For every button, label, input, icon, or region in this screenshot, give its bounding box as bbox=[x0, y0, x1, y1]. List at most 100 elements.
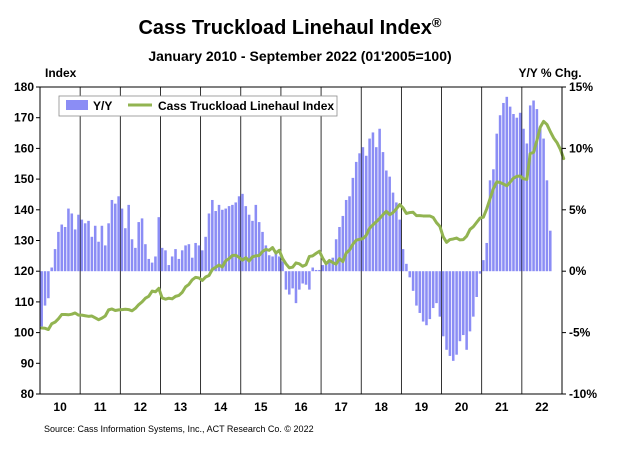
x-tick-label: 13 bbox=[174, 400, 188, 414]
yoy-bar bbox=[462, 271, 465, 336]
yoy-bar bbox=[274, 251, 278, 272]
yoy-bar bbox=[314, 269, 318, 272]
x-tick-label: 19 bbox=[415, 400, 429, 414]
yoy-bar bbox=[231, 204, 234, 272]
yoy-bar bbox=[157, 217, 161, 272]
yoy-bar bbox=[237, 196, 241, 272]
yoy-bar bbox=[257, 222, 261, 272]
yoy-bar bbox=[184, 245, 187, 272]
yoy-bar bbox=[60, 224, 64, 272]
yoy-bar bbox=[545, 180, 549, 272]
left-tick-label: 170 bbox=[14, 111, 34, 125]
left-tick-label: 140 bbox=[14, 203, 34, 217]
year-gridlines bbox=[79, 87, 523, 394]
yoy-bar bbox=[277, 256, 281, 272]
index-line bbox=[40, 119, 566, 332]
yoy-bar bbox=[445, 271, 448, 350]
yoy-bar bbox=[294, 271, 298, 304]
yoy-bar bbox=[174, 249, 177, 272]
yoy-bar bbox=[338, 226, 341, 272]
yoy-bar bbox=[441, 271, 445, 337]
yoy-bar bbox=[140, 218, 144, 272]
yoy-bar bbox=[70, 213, 74, 272]
yoy-bar bbox=[364, 155, 368, 272]
yoy-bar bbox=[217, 204, 221, 272]
yoy-bar bbox=[127, 204, 130, 272]
yoy-bar bbox=[160, 247, 164, 272]
yoy-bar bbox=[137, 222, 140, 272]
yoy-bar bbox=[97, 241, 100, 272]
source-note: Source: Cass Information Systems, Inc., … bbox=[44, 424, 314, 434]
yoy-bar bbox=[194, 242, 197, 272]
yoy-bar bbox=[538, 127, 542, 272]
yoy-bar bbox=[478, 271, 482, 274]
yoy-bar bbox=[43, 271, 47, 306]
x-tick-label: 16 bbox=[294, 400, 308, 414]
yoy-bar bbox=[435, 271, 438, 304]
left-tick-label: 90 bbox=[21, 356, 35, 370]
yoy-bar bbox=[107, 223, 110, 272]
yoy-bar bbox=[114, 203, 117, 272]
yoy-bar bbox=[475, 271, 478, 297]
yoy-bar bbox=[103, 245, 107, 272]
yoy-bar bbox=[254, 204, 258, 272]
yoy-bar bbox=[351, 177, 355, 272]
left-tick-label: 130 bbox=[14, 234, 34, 248]
yoy-bar bbox=[508, 106, 512, 272]
left-tick-label: 100 bbox=[14, 326, 34, 340]
yoy-bar bbox=[284, 271, 288, 290]
left-tick-label: 160 bbox=[14, 141, 34, 155]
yoy-bar bbox=[341, 215, 345, 272]
yoy-bar bbox=[401, 249, 405, 272]
yoy-bar bbox=[518, 112, 522, 272]
yoy-bar bbox=[170, 256, 174, 272]
chart-title: Cass Truckload Linehaul Index® bbox=[138, 15, 441, 39]
yoy-bar bbox=[190, 257, 194, 272]
left-tick-label: 110 bbox=[15, 295, 35, 309]
yoy-bar bbox=[224, 208, 227, 272]
yoy-bar bbox=[93, 225, 97, 272]
right-axis-title: Y/Y % Chg. bbox=[518, 66, 581, 80]
yoy-bar bbox=[361, 147, 365, 272]
yoy-bar bbox=[147, 258, 151, 272]
x-tick-label: 17 bbox=[334, 400, 348, 414]
x-tick-label: 15 bbox=[254, 400, 268, 414]
yoy-bar bbox=[368, 138, 371, 272]
yoy-bar bbox=[528, 105, 532, 272]
yoy-bar bbox=[87, 220, 90, 272]
yoy-bar bbox=[411, 271, 415, 291]
yoy-bar bbox=[57, 231, 60, 272]
yoy-bar bbox=[318, 269, 321, 272]
right-tick-label: 15% bbox=[569, 80, 593, 94]
yoy-bar bbox=[67, 208, 70, 272]
yoy-bar bbox=[354, 161, 358, 272]
yoy-bar bbox=[304, 271, 308, 285]
yoy-bar bbox=[328, 260, 331, 272]
yoy-bar bbox=[395, 202, 398, 272]
yoy-bar bbox=[288, 271, 291, 295]
yoy-bar bbox=[525, 143, 529, 272]
yoy-bar bbox=[247, 214, 251, 272]
left-tick-label: 80 bbox=[21, 387, 35, 401]
yoy-bar bbox=[214, 211, 217, 272]
yoy-bar bbox=[234, 202, 238, 272]
yoy-bar bbox=[385, 170, 388, 272]
yoy-bar bbox=[207, 213, 211, 272]
yoy-bar bbox=[241, 193, 244, 272]
yoy-bar bbox=[465, 271, 468, 350]
axis-ticks: 80 90 100 110 120 130 140 150 160 170 180 -10% -5% 0%… bbox=[14, 80, 597, 414]
yoy-bar bbox=[458, 271, 462, 342]
legend-swatch-yoy bbox=[66, 100, 88, 110]
yoy-bar bbox=[522, 128, 525, 272]
yoy-bar bbox=[77, 214, 80, 272]
yoy-bar bbox=[267, 255, 271, 272]
legend-label-index: Cass Truckload Linehaul Index bbox=[158, 99, 334, 113]
x-tick-label: 11 bbox=[94, 400, 107, 414]
x-tick-label: 21 bbox=[495, 400, 509, 414]
yoy-bar bbox=[425, 271, 428, 326]
yoy-bar bbox=[177, 258, 181, 272]
legend: Y/Y Cass Truckload Linehaul Index bbox=[58, 95, 338, 117]
yoy-bar bbox=[117, 196, 120, 272]
x-tick-label: 12 bbox=[134, 400, 148, 414]
